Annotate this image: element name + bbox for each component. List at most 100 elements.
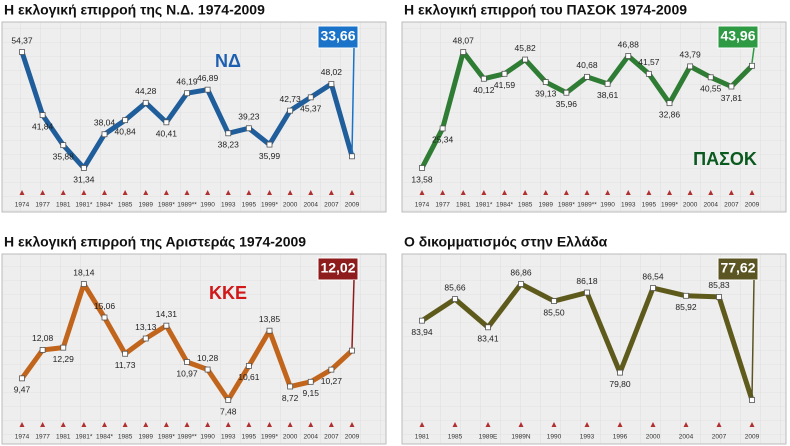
tick-marker (287, 422, 293, 427)
value-label: 25,34 (432, 135, 454, 145)
tick-marker (163, 190, 169, 195)
tick-marker (60, 190, 66, 195)
tick-marker (19, 422, 25, 427)
data-point (163, 119, 170, 126)
x-tick-label: 1990 (200, 202, 215, 209)
highlight-value: 43,96 (720, 28, 755, 44)
value-label: 40,84 (114, 126, 136, 136)
data-point (19, 49, 25, 55)
x-tick-label: 1993 (221, 434, 236, 441)
highlight-box (717, 257, 759, 281)
data-point (485, 324, 491, 331)
x-tick-label: 1981 (56, 202, 71, 209)
data-point (563, 89, 570, 96)
value-label: 35,99 (259, 151, 281, 161)
value-label: 38,04 (94, 118, 116, 128)
value-label: 38,61 (597, 90, 619, 100)
tick-marker (502, 190, 507, 195)
value-label: 8,72 (282, 393, 299, 403)
data-point (245, 363, 252, 369)
x-tick-label: 1999* (261, 434, 278, 441)
value-label: 44,28 (135, 86, 157, 96)
tick-marker (646, 190, 652, 195)
x-tick-label: 2007 (712, 434, 727, 441)
x-tick-label: 1990 (547, 434, 562, 441)
value-label: 11,73 (115, 360, 136, 370)
data-point (522, 56, 529, 63)
x-tick-label: 1977 (35, 202, 50, 209)
tick-marker (143, 422, 149, 427)
tick-marker (102, 422, 107, 427)
data-point (542, 79, 549, 85)
data-point (439, 125, 446, 132)
value-label: 41,84 (32, 121, 54, 131)
x-tick-label: 2007 (724, 202, 739, 209)
x-tick-label: 1974 (15, 202, 30, 209)
value-label: 85,83 (708, 280, 730, 290)
data-point (501, 70, 508, 77)
tick-marker (563, 190, 569, 195)
value-label: 39,23 (238, 112, 260, 122)
x-tick-label: 1984* (96, 202, 113, 209)
data-point (204, 86, 211, 93)
tick-marker (716, 422, 722, 427)
data-point (683, 292, 689, 299)
x-tick-label: 2004 (704, 202, 719, 209)
value-label: 54,37 (11, 35, 33, 45)
value-label: 13,85 (259, 314, 281, 324)
tick-marker (143, 190, 149, 195)
chart-title: Ο δικομματισμός στην Ελλάδα (404, 234, 608, 250)
tick-marker (40, 190, 46, 195)
data-point (650, 285, 656, 291)
data-point (142, 335, 149, 342)
plot-background (401, 21, 787, 213)
data-point (122, 350, 129, 357)
tick-marker (543, 190, 549, 195)
x-tick-label: 2004 (304, 434, 319, 441)
data-point (266, 141, 273, 148)
tick-marker (551, 422, 557, 427)
logo: ΝΔ (215, 51, 241, 71)
tick-marker (267, 422, 272, 427)
data-point (452, 296, 458, 302)
chart-panel: Η εκλογική επιρροή του ΠΑΣΟΚ 1974-2009 19… (401, 2, 787, 213)
value-label: 45,82 (514, 43, 536, 53)
highlight-value: 77,62 (720, 260, 755, 276)
tick-marker (452, 422, 458, 427)
tick-marker (246, 190, 252, 195)
value-label: 86,18 (576, 276, 598, 286)
value-label: 40,55 (700, 84, 722, 94)
data-point (39, 112, 46, 119)
tick-marker (617, 422, 623, 427)
tick-marker (205, 190, 211, 195)
data-point (666, 100, 673, 107)
tick-marker (485, 422, 491, 427)
tick-marker (749, 422, 755, 427)
data-point (307, 94, 314, 101)
x-tick-label: 1989 (539, 202, 554, 209)
tick-marker (749, 190, 755, 195)
tick-marker (440, 190, 446, 195)
value-label: 7,48 (220, 406, 237, 416)
tick-marker (687, 190, 693, 195)
value-label: 15,06 (94, 301, 116, 311)
tick-marker (584, 190, 590, 195)
x-tick-label: 1995 (242, 434, 257, 441)
x-tick-label: 1989* (558, 202, 575, 209)
highlight-pointer (351, 279, 355, 348)
data-point (287, 383, 294, 390)
tick-marker (287, 190, 293, 195)
tick-marker (349, 422, 355, 427)
tick-marker (225, 422, 231, 427)
tick-marker (328, 422, 334, 427)
x-tick-label: 2000 (646, 434, 661, 441)
value-label: 10,27 (321, 376, 343, 386)
data-point (584, 73, 590, 80)
data-point (245, 125, 252, 132)
x-tick-label: 1981* (75, 202, 92, 209)
value-label: 48,02 (321, 67, 343, 77)
value-label: 13,13 (135, 322, 157, 332)
value-label: 10,28 (197, 353, 219, 363)
value-label: 35,96 (556, 99, 578, 109)
x-tick-label: 1996 (613, 434, 628, 441)
